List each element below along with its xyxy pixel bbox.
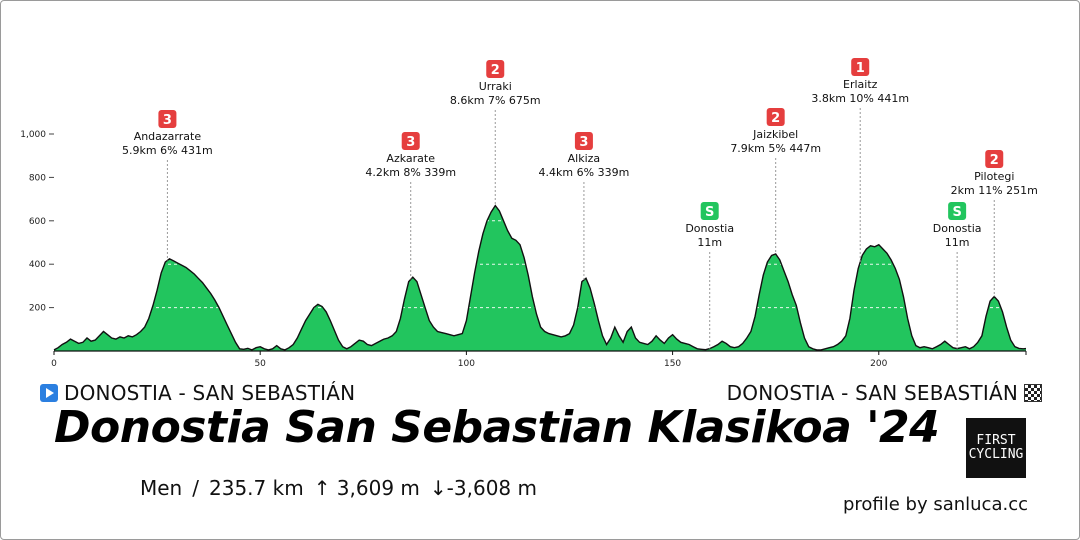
y-tick-label: 1,000 (20, 130, 46, 140)
climb-category-text: S (705, 205, 714, 220)
y-tick-label: 600 (29, 217, 46, 227)
climb-name: Donostia (685, 222, 734, 235)
climb-category-text: S (952, 205, 961, 220)
climb-stats: 7.9km 5% 447m (730, 142, 821, 155)
profile-credit: profile by sanluca.cc (842, 494, 1028, 515)
climb-category-badge (158, 110, 177, 128)
climb-name: Urraki (479, 80, 512, 93)
climb-category-text: 2 (771, 111, 780, 126)
climb-category-badge (948, 202, 967, 220)
y-tick-label: 400 (29, 260, 46, 270)
x-tick-label: 0 (51, 359, 57, 369)
climb-category-badge (851, 58, 870, 76)
x-tick-label: 100 (458, 359, 475, 369)
race-title: Donostia San Sebastian Klasikoa '24 (54, 402, 940, 453)
climb-name: Donostia (933, 222, 982, 235)
x-tick-label: 200 (870, 359, 887, 369)
logo-line-2: CYCLING (968, 447, 1024, 462)
finish-label: DONOSTIA - SAN SEBASTIÁN (727, 381, 1042, 405)
climb-stats: 8.6km 7% 675m (450, 94, 541, 107)
start-play-icon (40, 384, 58, 402)
climb-category-text: 3 (579, 135, 588, 150)
climb-stats: 5.9km 6% 431m (122, 144, 213, 157)
climb-name: Azkarate (386, 152, 435, 165)
climb-category-text: 2 (990, 153, 999, 168)
climb-stats: 11m (945, 236, 970, 249)
checkered-flag-icon (1024, 384, 1042, 402)
climb-name: Pilotegi (974, 170, 1014, 183)
climb-stats: 11m (697, 236, 722, 249)
start-label: DONOSTIA - SAN SEBASTIÁN (40, 381, 355, 405)
climb-category-text: 3 (163, 113, 172, 128)
race-ascent: ↑ 3,609 m (313, 476, 420, 500)
race-category: Men (140, 476, 183, 500)
climb-category-badge (700, 202, 719, 220)
profile-outline (53, 204, 1027, 351)
climb-category-badge (486, 60, 505, 78)
y-tick-label: 800 (29, 173, 46, 183)
climb-stats: 3.8km 10% 441m (811, 92, 909, 105)
climb-category-text: 2 (491, 63, 500, 78)
climb-category-badge (985, 150, 1004, 168)
stats-separator: / (192, 476, 199, 500)
climb-category-text: 3 (406, 135, 415, 150)
x-tick-label: 150 (664, 359, 681, 369)
x-tick-label: 50 (254, 359, 266, 369)
firstcycling-logo: FIRST CYCLING (966, 418, 1026, 478)
profile-area (54, 205, 1026, 351)
climb-name: Andazarrate (134, 130, 202, 143)
elevation-profile-chart: 0 50 100 150 200 200 400 600 800 1,000 3 Andazarrat… (20, 58, 1038, 369)
climb-name: Erlaitz (843, 78, 878, 91)
climb-stats: 4.2km 8% 339m (365, 166, 456, 179)
race-stats: Men / 235.7 km ↑ 3,609 m ↓-3,608 m (140, 476, 537, 500)
climb-stats: 4.4km 6% 339m (539, 166, 630, 179)
start-location: DONOSTIA - SAN SEBASTIÁN (64, 381, 356, 405)
climb-category-badge (574, 132, 593, 150)
climb-category-badge (401, 132, 420, 150)
climb-stats: 2km 11% 251m (951, 184, 1038, 197)
y-tick-label: 200 (29, 304, 46, 314)
logo-line-1: FIRST (976, 433, 1016, 448)
climb-category-badge (766, 108, 785, 126)
race-distance: 235.7 km (209, 476, 304, 500)
climb-category-text: 1 (856, 61, 865, 76)
race-descent: ↓-3,608 m (429, 476, 537, 500)
climb-name: Alkiza (568, 152, 601, 165)
finish-location: DONOSTIA - SAN SEBASTIÁN (726, 381, 1018, 405)
climb-name: Jaizkibel (752, 128, 798, 141)
